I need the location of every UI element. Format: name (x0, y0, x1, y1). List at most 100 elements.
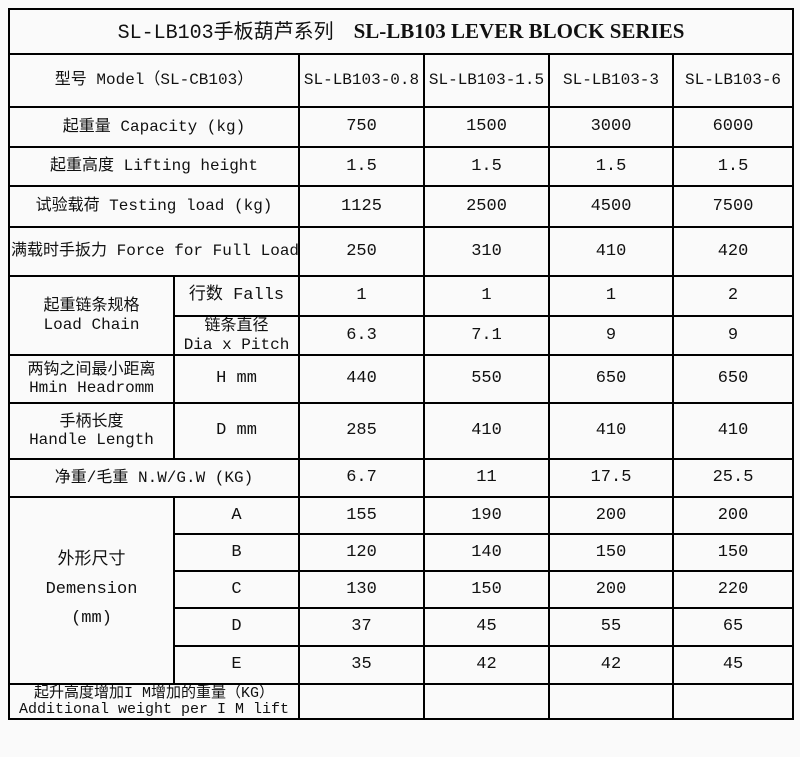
testing-load-value-3: 7500 (671, 185, 795, 228)
additional-weight-value-3 (671, 683, 795, 720)
dim-e-value-3: 45 (671, 645, 795, 685)
dimension-row-d: D 37 45 55 65 (9, 607, 795, 647)
testing-load-value-1: 2500 (423, 185, 550, 228)
additional-weight-label-cn: 起升高度增加I M增加的重量（KG） (33, 684, 274, 702)
row-label-headroom: 两钩之间最小距离 Hmin Headromm (8, 354, 175, 404)
dim-letter-a: A (173, 496, 300, 535)
dimension-row-e: E 35 42 42 45 (9, 645, 795, 685)
dim-d-value-1: 45 (423, 607, 550, 647)
headroom-label-en: Hmin Headromm (29, 379, 154, 397)
lifting-height-value-1: 1.5 (423, 146, 550, 187)
row-label-force-full-load: 满载时手扳力 Force for Full Load (8, 226, 300, 277)
dim-a-value-2: 200 (548, 496, 674, 535)
testing-load-value-0: 1125 (298, 185, 425, 228)
load-chain-dia-row: 链条直径 Dia x Pitch 6.3 7.1 9 9 (9, 315, 795, 356)
additional-weight-value-2 (548, 683, 674, 720)
dim-letter-e: E (173, 645, 300, 685)
capacity-value-2: 3000 (548, 106, 674, 148)
row-label-handle-length: 手柄长度 Handle Length (8, 402, 175, 460)
weight-value-3: 25.5 (671, 458, 795, 498)
dim-a-value-3: 200 (671, 496, 795, 535)
handle-value-1: 410 (423, 402, 550, 460)
weight-value-1: 11 (423, 458, 550, 498)
capacity-value-1: 1500 (423, 106, 550, 148)
dim-a-value-0: 155 (298, 496, 425, 535)
row-label-weight: 净重/毛重 N.W/G.W (KG) (8, 458, 300, 498)
dimension-row-b: B 120 140 150 150 (9, 533, 795, 572)
spec-table: SL-LB103手板葫芦系列 SL-LB103 LEVER BLOCK SERIE… (7, 8, 795, 720)
title-row: SL-LB103手板葫芦系列 SL-LB103 LEVER BLOCK SERIE… (7, 8, 795, 55)
handle-value-2: 410 (548, 402, 674, 460)
sub-label-falls: 行数 Falls (173, 275, 300, 317)
force-value-3: 420 (671, 226, 795, 277)
dia-value-1: 7.1 (423, 315, 550, 356)
table-title: SL-LB103手板葫芦系列 SL-LB103 LEVER BLOCK SERIE… (7, 8, 795, 55)
model-name-0: SL-LB103-0.8 (298, 53, 425, 108)
dim-letter-b: B (173, 533, 300, 572)
dim-c-value-0: 130 (298, 570, 425, 609)
row-label-dimensions: 外形尺寸 Demension (mm) (8, 496, 175, 685)
dim-e-value-1: 42 (423, 645, 550, 685)
handle-label-cn: 手柄长度 (59, 412, 124, 431)
force-value-0: 250 (298, 226, 425, 277)
dim-d-value-3: 65 (671, 607, 795, 647)
testing-load-row: 试验载荷 Testing load (kg) 1125 2500 4500 75… (8, 185, 795, 228)
force-value-1: 310 (423, 226, 550, 277)
model-name-1: SL-LB103-1.5 (423, 53, 550, 108)
lifting-height-value-0: 1.5 (298, 146, 425, 187)
weight-value-0: 6.7 (298, 458, 425, 498)
sub-label-d-mm: D mm (173, 402, 300, 460)
capacity-row: 起重量 Capacity (kg) 750 1500 3000 6000 (8, 106, 795, 148)
handle-label-en: Handle Length (29, 431, 154, 449)
headroom-label-cn: 两钩之间最小距离 (27, 360, 156, 379)
lifting-height-row: 起重高度 Lifting height 1.5 1.5 1.5 1.5 (8, 146, 795, 187)
model-name-2: SL-LB103-3 (548, 53, 674, 108)
model-header-label: 型号 Model（SL-CB103） (8, 53, 300, 108)
falls-value-0: 1 (298, 275, 425, 317)
handle-value-3: 410 (671, 402, 795, 460)
dimensions-label-unit: (mm) (71, 608, 112, 628)
testing-load-value-2: 4500 (548, 185, 674, 228)
dim-b-value-0: 120 (298, 533, 425, 572)
weight-row: 净重/毛重 N.W/G.W (KG) 6.7 11 17.5 25.5 (8, 458, 795, 498)
dimensions-label-en: Demension (45, 580, 138, 600)
dim-c-value-3: 220 (671, 570, 795, 609)
falls-value-1: 1 (423, 275, 550, 317)
headroom-value-3: 650 (671, 354, 795, 404)
dim-e-value-0: 35 (298, 645, 425, 685)
falls-value-3: 2 (671, 275, 795, 317)
dia-label-cn: 链条直径 (204, 317, 269, 336)
dimensions-label-cn: 外形尺寸 (57, 551, 126, 571)
dim-b-value-1: 140 (423, 533, 550, 572)
dia-value-0: 6.3 (298, 315, 425, 356)
headroom-value-0: 440 (298, 354, 425, 404)
dim-a-value-1: 190 (423, 496, 550, 535)
dim-d-value-2: 55 (548, 607, 674, 647)
additional-weight-label-en: Additional weight per I M lift (18, 700, 290, 718)
load-chain-label-en: Load Chain (43, 315, 140, 334)
additional-weight-value-0 (298, 683, 425, 720)
headroom-row: 两钩之间最小距离 Hmin Headromm H mm 440 550 650 … (8, 354, 795, 404)
model-name-3: SL-LB103-6 (671, 53, 795, 108)
model-header-row: 型号 Model（SL-CB103） SL-LB103-0.8 SL-LB103… (8, 53, 795, 108)
title-chinese: SL-LB103手板葫芦系列 (117, 21, 334, 45)
headroom-value-2: 650 (548, 354, 674, 404)
headroom-value-1: 550 (423, 354, 550, 404)
row-label-additional-weight: 起升高度增加I M增加的重量（KG） Additional weight per… (8, 683, 300, 720)
capacity-value-0: 750 (298, 106, 425, 148)
dim-c-value-2: 200 (548, 570, 674, 609)
falls-value-2: 1 (548, 275, 674, 317)
dim-letter-d: D (173, 607, 300, 647)
dim-c-value-1: 150 (423, 570, 550, 609)
lifting-height-value-3: 1.5 (671, 146, 795, 187)
dia-value-3: 9 (671, 315, 795, 356)
dimension-row-c: C 130 150 200 220 (9, 570, 795, 609)
dia-label-en: Dia x Pitch (183, 335, 290, 354)
spec-sheet: SL-LB103手板葫芦系列 SL-LB103 LEVER BLOCK SERIE… (7, 8, 795, 720)
weight-value-2: 17.5 (548, 458, 674, 498)
handle-value-0: 285 (298, 402, 425, 460)
dimension-row-a: 外形尺寸 Demension (mm) A 155 190 200 200 (8, 496, 795, 685)
additional-weight-value-1 (423, 683, 550, 720)
row-label-load-chain: 起重链条规格 Load Chain (8, 275, 175, 356)
force-value-2: 410 (548, 226, 674, 277)
